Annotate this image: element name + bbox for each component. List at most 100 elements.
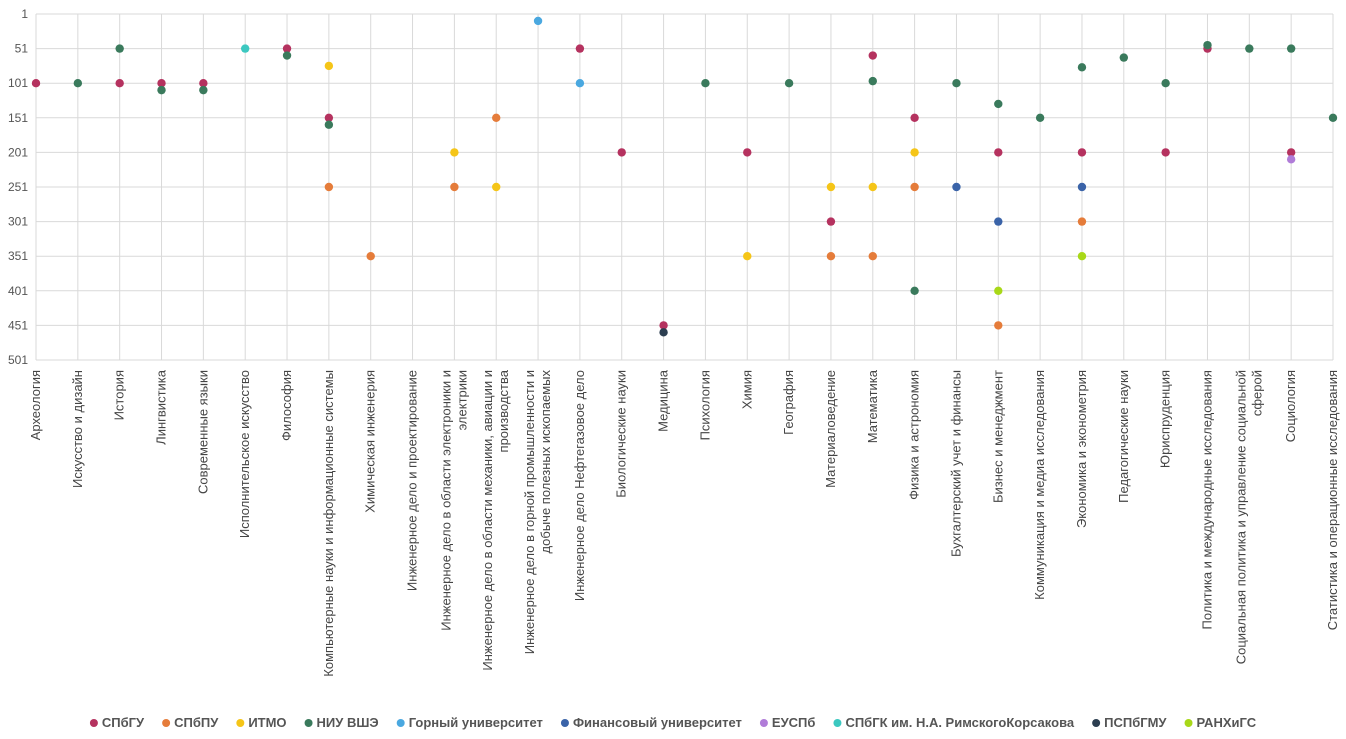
data-point [868,252,877,261]
y-tick-label: 501 [8,353,28,367]
data-point [324,182,334,192]
x-tick-label: Социология [1283,370,1298,442]
x-tick-label: Химия [739,370,754,409]
legend-label: СПбГК им. Н.А. РимскогоКорсакова [845,715,1074,730]
y-tick-label: 101 [8,76,28,90]
data-point [115,79,124,88]
x-tick-label: Инженерное дело в области электроники и [438,370,453,631]
data-point [199,85,208,95]
data-point [1161,79,1170,88]
x-tick-label: Компьютерные науки и информационные сист… [321,370,336,677]
x-tick-label: Современные языки [195,370,210,494]
data-point [868,76,877,86]
data-point [324,113,334,123]
data-point [743,148,752,157]
x-tick-label: сферой [1249,370,1264,416]
data-point [659,328,668,337]
legend-item: ИТМО [236,715,287,730]
y-tick-label: 1 [21,7,28,21]
legend-marker [833,719,842,727]
data-point [910,148,919,157]
data-point [743,252,752,261]
data-point [450,182,459,192]
data-point [240,44,250,53]
x-tick-label: Инженерное дело и проектирование [405,370,420,591]
data-point [1328,113,1338,123]
data-point [994,148,1003,157]
data-point [868,182,877,192]
data-points [31,16,1338,337]
data-point [115,44,124,53]
legend-marker [162,719,171,727]
data-point [1119,53,1129,62]
data-point [1286,44,1296,53]
data-point [1286,155,1296,164]
x-tick-label: Инженерное дело в области механики, авиа… [480,370,495,671]
legend: СПбГУ СПбПУ ИТМО НИУ ВШЭ Горный университет Ф… [89,715,1257,730]
x-tick-label: Психология [697,370,712,440]
x-tick-label: Коммуникация и медиа исследования [1032,370,1047,600]
x-tick-label: Инженерное дело Нефтегазовое дело [572,370,587,601]
data-point [1286,148,1296,157]
data-point [157,79,166,88]
data-point [910,182,919,192]
data-point [994,286,1003,295]
data-point [324,120,334,129]
x-tick-label: Философия [279,370,294,441]
data-point [575,44,585,53]
data-point [868,51,877,60]
legend-marker [236,719,245,727]
legend-label: ЕУСПб [772,715,816,730]
data-point [1203,40,1212,50]
x-axis-category-labels: Археология Искусство и дизайн История Лингв… [28,369,1340,676]
data-point [910,286,919,295]
legend-label: ПСПбГМУ [1104,715,1167,730]
x-tick-label: Физика и астрономия [907,370,922,500]
x-tick-label: электрики [454,370,469,430]
data-point [492,113,501,123]
data-point [994,321,1003,330]
data-point [450,148,459,157]
x-tick-label: Педагогические науки [1116,370,1131,503]
legend-item: ПСПбГМУ [1092,715,1167,730]
x-tick-label: Бизнес и менеджмент [990,370,1005,503]
x-tick-label: производства [496,369,511,452]
x-tick-label: Материаловедение [823,370,838,488]
x-tick-label: Политика и международные исследования [1199,370,1214,629]
data-point [617,148,626,157]
data-point [826,217,836,226]
legend-label: ИТМО [248,715,286,730]
legend-label: Горный университет [409,715,543,730]
x-tick-label: Экономика и эконометрия [1074,370,1089,528]
data-point [1077,148,1087,157]
x-tick-label: Бухгалтерский учет и финансы [948,370,963,557]
legend-item: НИУ ВШЭ [304,715,379,730]
data-point [575,79,585,88]
data-point [199,79,208,88]
legend-marker [560,719,569,727]
data-point [1077,63,1087,72]
data-point [952,182,961,192]
legend-marker [304,719,313,727]
data-point [157,85,166,95]
legend-marker [759,719,768,727]
x-tick-label: Искусство и дизайн [70,370,85,488]
data-point [826,182,836,192]
legend-marker [1184,719,1193,727]
y-tick-label: 401 [8,284,28,298]
data-point [994,217,1003,226]
x-tick-label: Исполнительское искусство [237,370,252,538]
y-tick-label: 51 [15,42,29,56]
data-point [31,79,41,88]
data-point [282,51,292,60]
data-point [492,182,501,192]
x-tick-label: География [781,370,796,435]
data-point [994,99,1003,109]
data-point [1077,182,1087,192]
x-tick-label: Медицина [656,369,671,432]
x-tick-label: Юриспруденция [1158,370,1173,468]
data-point [282,44,292,53]
legend-label: Финансовый университет [573,715,742,730]
y-tick-label: 301 [8,215,28,229]
